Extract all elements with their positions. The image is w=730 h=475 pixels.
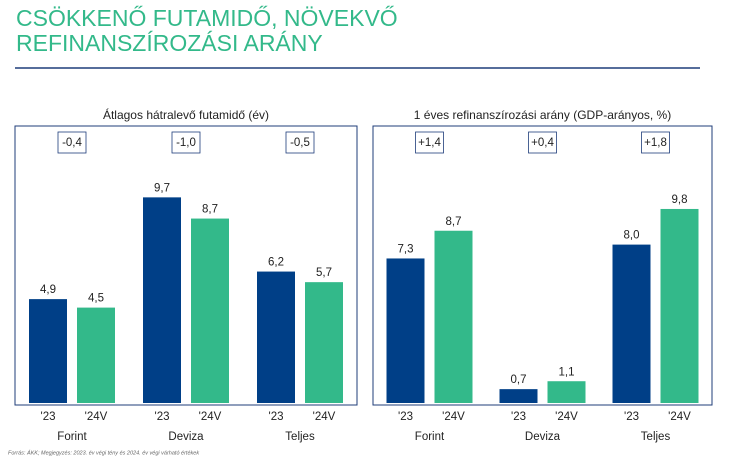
series-label: '24V xyxy=(442,411,465,423)
series-label: '24V xyxy=(199,411,222,423)
series-label: '23 xyxy=(41,411,56,423)
value-label: 0,7 xyxy=(511,374,527,386)
series-label: '24V xyxy=(668,411,691,423)
bar xyxy=(29,299,67,403)
change-box xyxy=(641,131,670,154)
category-label: Deviza xyxy=(525,431,561,443)
value-label: 1,1 xyxy=(559,366,575,378)
series-label: '24V xyxy=(85,411,108,423)
change-label: -0,5 xyxy=(290,137,310,149)
bar xyxy=(77,307,115,403)
panel-frame xyxy=(372,125,713,406)
bar xyxy=(191,218,229,403)
value-label: 9,8 xyxy=(672,194,688,206)
value-label: 8,7 xyxy=(202,204,218,216)
bar xyxy=(305,282,343,403)
category-label: Deviza xyxy=(168,431,204,443)
series-label: '23 xyxy=(269,411,284,423)
change-box xyxy=(285,131,315,154)
value-label: 8,7 xyxy=(446,216,462,228)
bar xyxy=(386,258,425,403)
series-label: '23 xyxy=(398,411,413,423)
value-label: 6,2 xyxy=(268,257,284,269)
value-label: 4,9 xyxy=(40,284,56,296)
footnote: Forrás: ÁKK; Megjegyzés: 2023. év végi t… xyxy=(8,449,199,456)
category-label: Teljes xyxy=(285,431,315,443)
value-label: 4,5 xyxy=(88,293,104,305)
panel-frame xyxy=(14,125,358,406)
series-label: '23 xyxy=(155,411,170,423)
chart-title: 1 éves refinanszírozási arány (GDP-arány… xyxy=(414,108,671,122)
bar xyxy=(547,381,586,403)
series-label: '24V xyxy=(555,411,578,423)
bar xyxy=(257,271,295,403)
change-box xyxy=(57,131,87,154)
change-label: +1,8 xyxy=(644,137,667,149)
chart-title: Átlagos hátralevő futamidő (év) xyxy=(103,107,269,122)
bar xyxy=(612,244,651,403)
bar xyxy=(499,389,538,403)
change-label: +0,4 xyxy=(531,137,554,149)
bar xyxy=(434,230,473,403)
category-label: Forint xyxy=(415,431,445,443)
category-label: Forint xyxy=(57,431,87,443)
value-label: 9,7 xyxy=(154,182,170,194)
value-label: 8,0 xyxy=(624,230,640,242)
change-label: -0,4 xyxy=(62,137,82,149)
value-label: 7,3 xyxy=(398,243,414,255)
change-box xyxy=(528,131,557,154)
series-label: '23 xyxy=(624,411,639,423)
change-label: -1,0 xyxy=(176,137,196,149)
change-box xyxy=(171,131,201,154)
bar xyxy=(660,208,699,403)
series-label: '23 xyxy=(511,411,526,423)
change-label: +1,4 xyxy=(418,137,441,149)
value-label: 5,7 xyxy=(316,267,332,279)
category-label: Teljes xyxy=(641,431,671,443)
slide-title: CSÖKKENŐ FUTAMIDŐ, NÖVEKVŐ REFINANSZÍROZ… xyxy=(16,5,398,56)
bar xyxy=(143,197,181,403)
series-label: '24V xyxy=(313,411,336,423)
change-box xyxy=(415,131,444,154)
